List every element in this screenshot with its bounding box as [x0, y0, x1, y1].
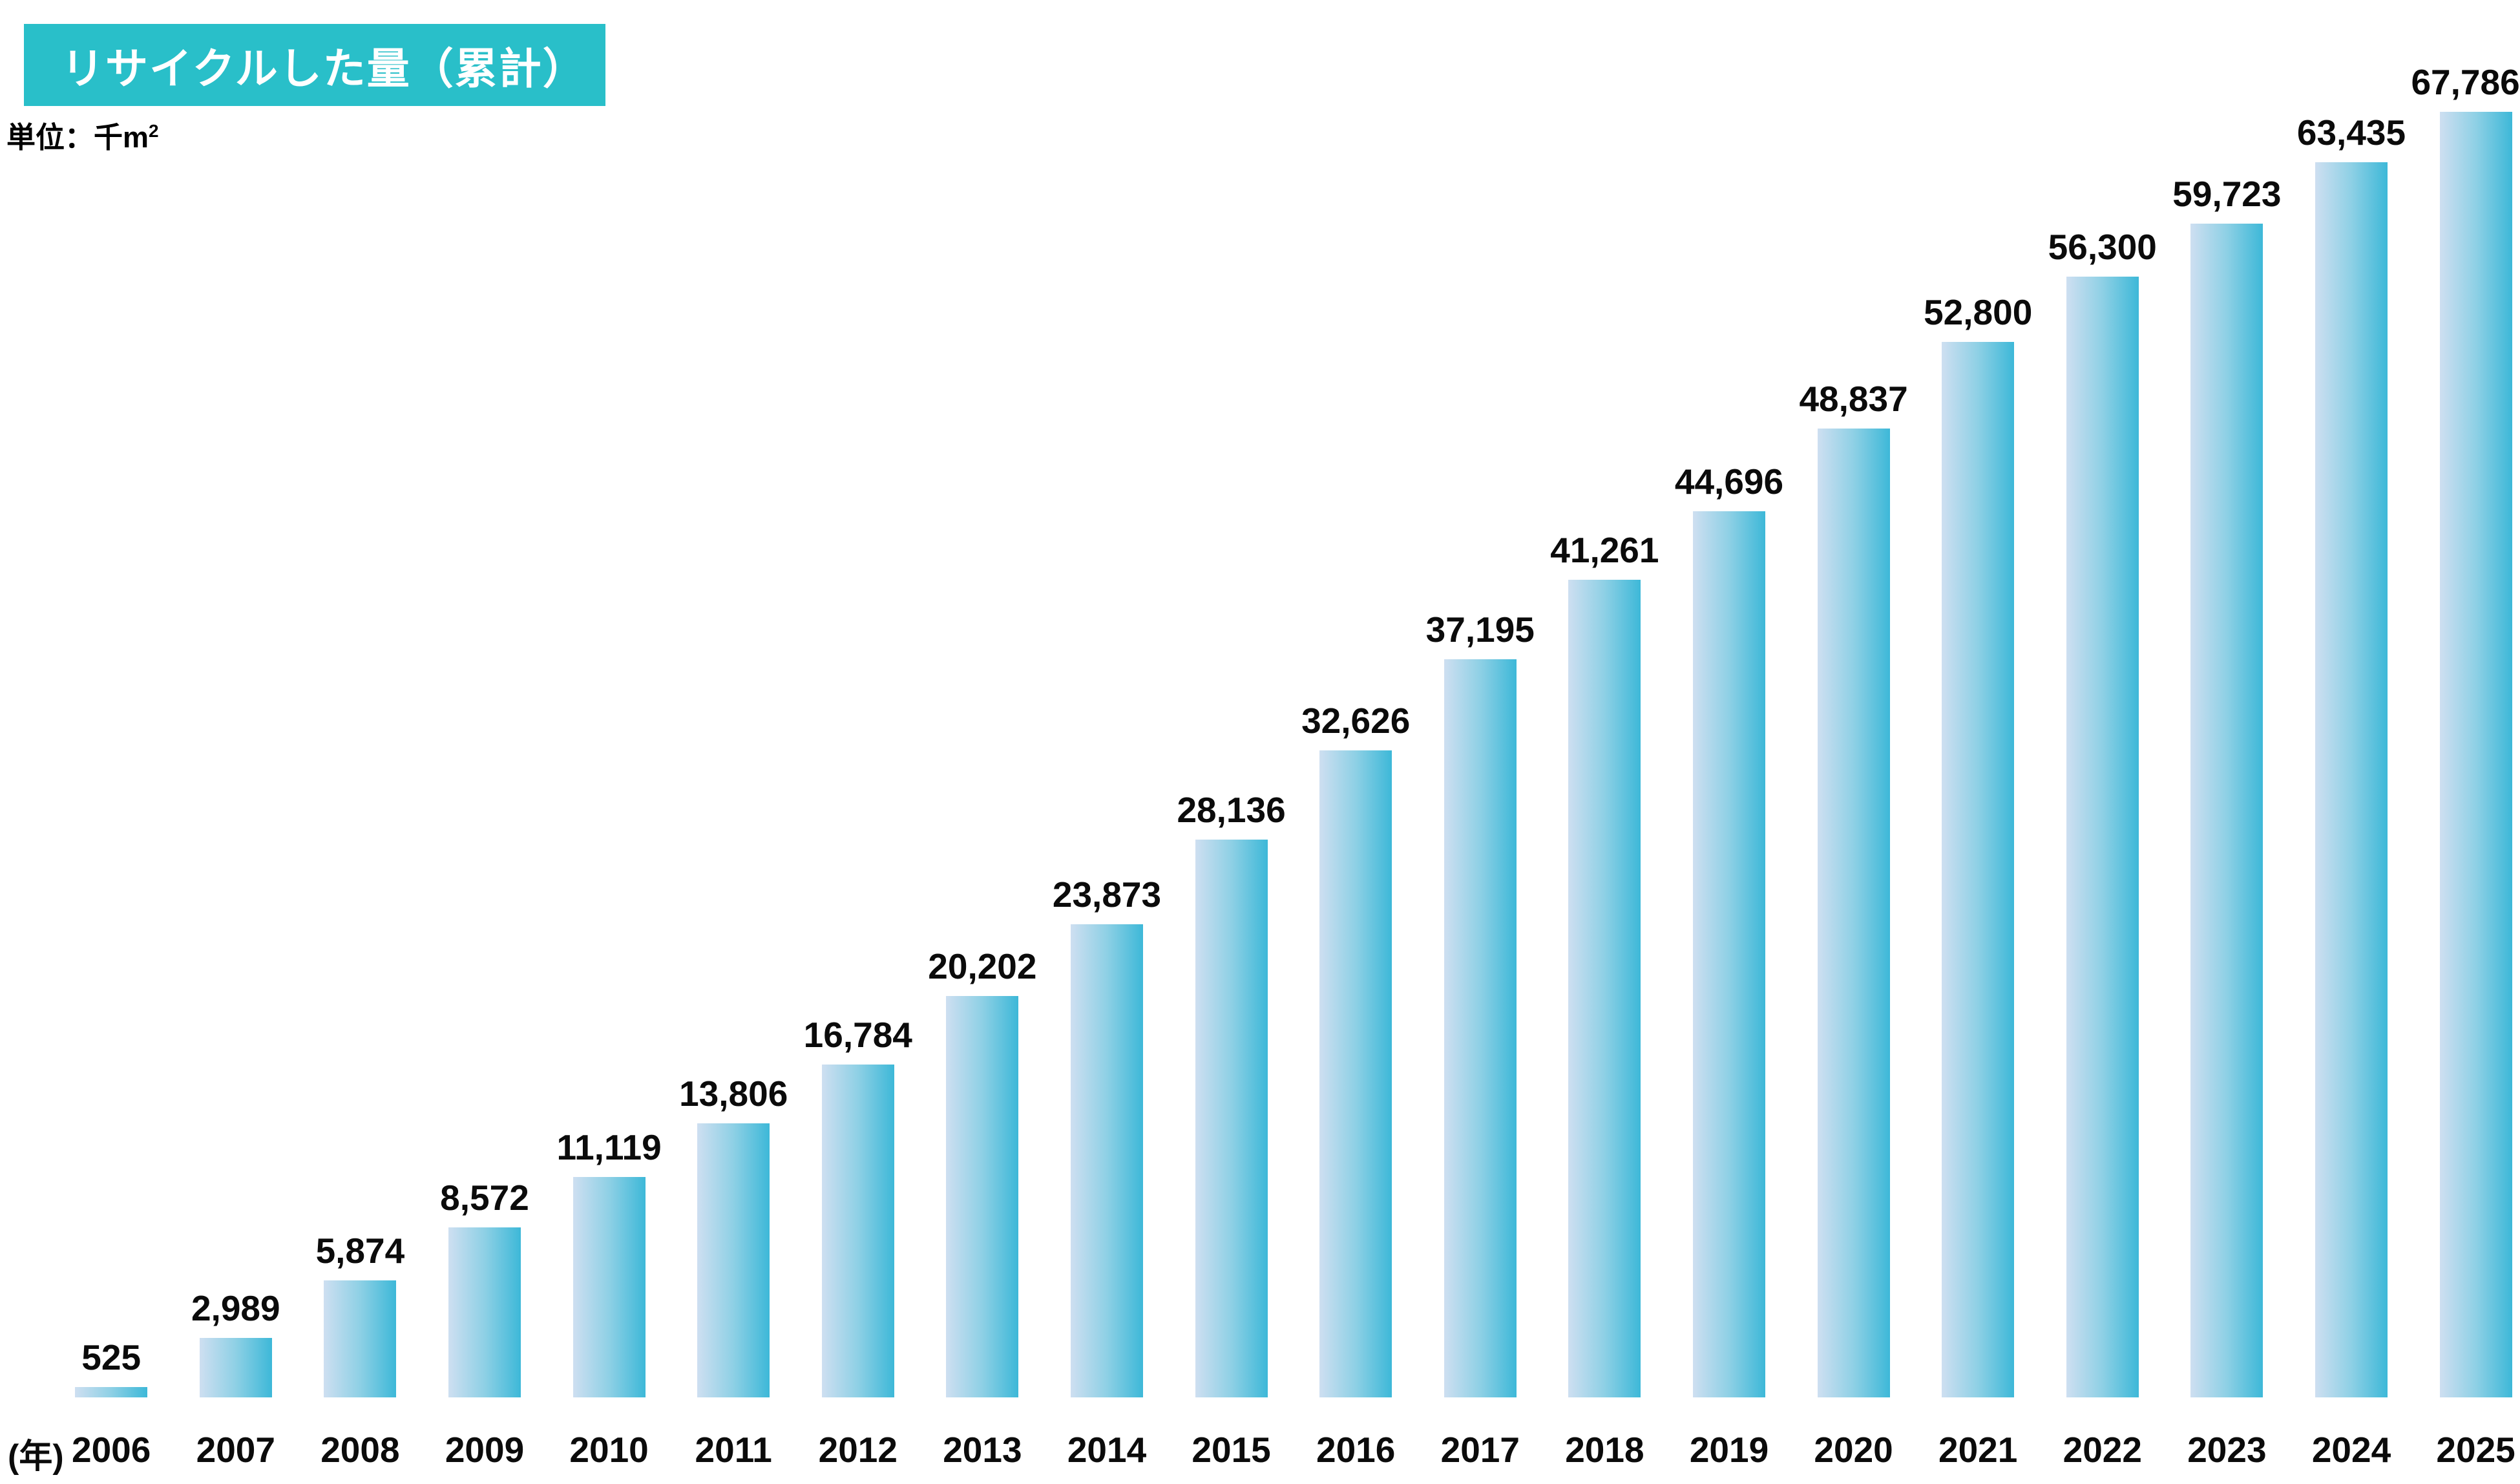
bar: [2439, 112, 2512, 1397]
bar-group: 16,784 2012: [795, 0, 920, 1470]
bar: [448, 1227, 521, 1397]
bar: [2315, 162, 2388, 1397]
x-axis-tick-label: 2014: [1067, 1430, 1147, 1470]
x-axis-tick-label: 2011: [695, 1430, 772, 1470]
bar-group: 13,806 2011: [671, 0, 796, 1470]
bar-value-label: 59,723: [2172, 174, 2282, 214]
x-axis-tick-label: 2019: [1689, 1430, 1769, 1470]
bar-group: 48,837 2020: [1791, 0, 1916, 1470]
bar-group: 20,202 2013: [920, 0, 1045, 1470]
bar-group: 63,435 2024: [2289, 0, 2414, 1470]
x-axis-tick-label: 2009: [445, 1430, 525, 1470]
bar-value-label: 37,195: [1425, 610, 1535, 650]
x-axis-unit-label: (年): [8, 1438, 64, 1476]
bar-value-label: 56,300: [2048, 227, 2157, 267]
bar-group: 8,572 2009: [423, 0, 547, 1470]
x-axis-tick-label: 2016: [1316, 1430, 1396, 1470]
bar-value-label: 32,626: [1301, 701, 1411, 741]
bar: [1444, 659, 1517, 1397]
bar: [1195, 840, 1268, 1397]
bar-group: 41,261 2018: [1542, 0, 1667, 1470]
bar-value-label: 20,202: [928, 946, 1037, 986]
x-axis-tick-label: 2017: [1440, 1430, 1520, 1470]
x-axis-tick-label: 2023: [2187, 1430, 2267, 1470]
bar-group: 44,696 2019: [1667, 0, 1792, 1470]
x-axis-tick-label: 2024: [2311, 1430, 2391, 1470]
bar-group: 2,989 2007: [173, 0, 298, 1470]
bar-value-label: 13,806: [679, 1074, 788, 1114]
x-axis-tick-label: 2012: [818, 1430, 898, 1470]
bar-value-label: 67,786: [2411, 62, 2520, 102]
x-axis-tick-label: 2007: [196, 1430, 275, 1470]
bar: [946, 996, 1019, 1397]
unit-label: 単位：千m2: [6, 114, 159, 156]
bar-group: 5,874 2008: [298, 0, 423, 1470]
bar-group: 37,195 2017: [1418, 0, 1542, 1470]
x-axis-tick-label: 2025: [2436, 1430, 2515, 1470]
bar-value-label: 63,435: [2296, 112, 2406, 153]
bar-value-label: 23,873: [1052, 874, 1162, 915]
bar: [697, 1123, 770, 1397]
bar: [1942, 342, 2015, 1397]
unit-label-text: 単位：千m: [6, 121, 149, 154]
bar-group: 32,626 2016: [1294, 0, 1418, 1470]
x-axis-tick-label: 2013: [943, 1430, 1022, 1470]
bar-value-label: 2,989: [191, 1288, 280, 1328]
bar: [1319, 750, 1392, 1397]
bar-value-label: 41,261: [1550, 530, 1659, 570]
bar-group: 67,786 2025: [2411, 0, 2520, 1470]
bar: [572, 1177, 646, 1397]
bar-group: 23,873 2014: [1045, 0, 1170, 1470]
x-axis-tick-label: 2008: [320, 1430, 400, 1470]
x-axis-tick-label: 2006: [72, 1430, 151, 1470]
x-axis-tick-label: 2022: [2063, 1430, 2142, 1470]
bar-value-label: 8,572: [440, 1178, 529, 1218]
bar-group: 11,119 2010: [547, 0, 671, 1470]
chart-title: リサイクルした量（累計）: [61, 44, 587, 92]
title-banner: リサイクルした量（累計）: [24, 24, 605, 106]
unit-label-exponent: 2: [149, 121, 159, 141]
bar-value-label: 525: [81, 1337, 142, 1377]
x-axis-tick-label: 2021: [1938, 1430, 2018, 1470]
bar: [1071, 924, 1143, 1397]
bar-group: 28,136 2015: [1169, 0, 1294, 1470]
bar-value-label: 11,119: [556, 1127, 662, 1167]
bar: [1817, 429, 1890, 1397]
bar: [324, 1280, 397, 1397]
x-axis-tick-label: 2018: [1565, 1430, 1644, 1470]
bar: [199, 1338, 272, 1397]
bar: [821, 1065, 894, 1397]
bar-value-label: 48,837: [1799, 379, 1908, 419]
bar-group: 56,300 2022: [2040, 0, 2165, 1470]
bar-group: 525 2006: [49, 0, 174, 1470]
bar: [1693, 511, 1765, 1397]
x-axis-tick-label: 2015: [1192, 1430, 1271, 1470]
bar: [1568, 580, 1641, 1397]
bar-value-label: 28,136: [1177, 790, 1286, 830]
bar-value-label: 52,800: [1924, 292, 2033, 332]
bar-group: 59,723 2023: [2165, 0, 2289, 1470]
bar: [2066, 277, 2139, 1397]
bar: [75, 1387, 148, 1397]
bar-group: 52,800 2021: [1916, 0, 2041, 1470]
bar-value-label: 16,784: [803, 1015, 912, 1055]
bar-value-label: 44,696: [1674, 461, 1784, 502]
bar-value-label: 5,874: [315, 1231, 405, 1271]
x-axis-tick-label: 2020: [1814, 1430, 1893, 1470]
bar: [2190, 224, 2263, 1397]
x-axis-tick-label: 2010: [569, 1430, 649, 1470]
